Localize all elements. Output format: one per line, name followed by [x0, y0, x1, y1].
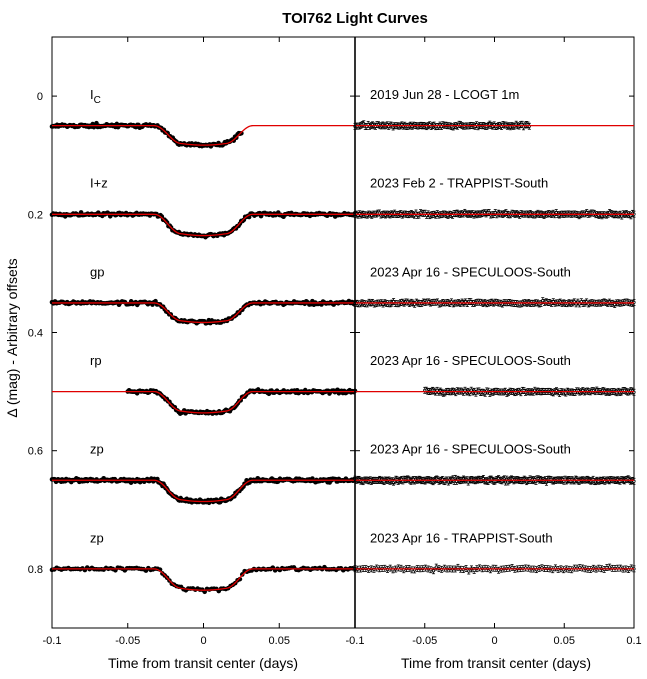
band-label-main: rp	[90, 353, 102, 368]
light-curve-series: IC	[49, 87, 355, 149]
residual-series: 2023 Apr 16 - SPECULOOS-South	[353, 442, 636, 486]
x-tick-label: 0.05	[554, 635, 575, 647]
band-label: zp	[90, 530, 104, 545]
x-axis-label-left: Time from transit center (days)	[108, 655, 298, 671]
model-curve	[52, 125, 355, 146]
residual-point	[467, 569, 471, 573]
band-label: IC	[90, 87, 101, 106]
observation-label: 2023 Apr 16 - SPECULOOS-South	[370, 264, 571, 279]
band-label-main: I+z	[90, 176, 108, 191]
residual-panel: -0.1 -0.05 0 0.05 0.1 2019 Jun 28 - LCOGT 1m 2…	[346, 36, 642, 647]
model-curve	[52, 390, 355, 414]
y-tick-label: 0	[37, 91, 43, 103]
residual-series: 2019 Jun 28 - LCOGT 1m	[353, 87, 634, 131]
light-curve-series: I+z	[49, 176, 358, 240]
band-label-main: gp	[90, 264, 104, 279]
light-curve-series: rp	[52, 353, 358, 416]
data-point	[239, 130, 244, 136]
band-label-sub: C	[94, 95, 101, 106]
residual-point	[541, 299, 545, 303]
y-tick-label: 0.4	[28, 328, 43, 340]
x-tick-label: -0.1	[346, 635, 365, 647]
x-tick-label: 0.05	[269, 635, 290, 647]
observation-label: 2019 Jun 28 - LCOGT 1m	[370, 87, 519, 102]
band-label-main: I	[90, 87, 94, 102]
model-curve	[52, 479, 355, 503]
residual-point	[431, 569, 436, 573]
y-tick-label: 0.2	[28, 209, 43, 221]
x-tick-label: -0.05	[412, 635, 437, 647]
band-label: rp	[90, 353, 102, 368]
data-point	[237, 576, 243, 582]
residual-point	[487, 210, 491, 215]
plot-area: -0.1 -0.05 0 0.05 0 0.2 0.4 0.6 0.8 IC I+z gp rp zp zp…	[28, 36, 642, 647]
observation-label: 2023 Apr 16 - TRAPPIST-South	[370, 530, 553, 545]
residual-series: 2023 Apr 16 - TRAPPIST-South	[353, 530, 636, 575]
light-curve-series: zp	[49, 442, 358, 506]
band-label: I+z	[90, 176, 108, 191]
chart-title: TOI762 Light Curves	[282, 10, 428, 27]
observation-label: 2023 Apr 16 - SPECULOOS-South	[370, 442, 571, 457]
residual-series: 2023 Apr 16 - SPECULOOS-South	[355, 353, 636, 397]
x-axis-label-right: Time from transit center (days)	[401, 655, 591, 671]
band-label: gp	[90, 264, 104, 279]
observation-label: 2023 Apr 16 - SPECULOOS-South	[370, 353, 571, 368]
y-tick-label: 0.6	[28, 446, 43, 458]
residual-series: 2023 Apr 16 - SPECULOOS-South	[353, 264, 636, 308]
light-curve-series: zp	[49, 530, 358, 595]
residual-point	[434, 565, 438, 569]
band-label-main: zp	[90, 442, 104, 457]
x-tick-label: 0.1	[626, 635, 641, 647]
observation-label: 2023 Feb 2 - TRAPPIST-South	[370, 176, 548, 191]
residual-point	[456, 565, 460, 569]
y-axis-label: Δ (mag) - Arbitrary offsets	[4, 258, 20, 417]
x-tick-label: -0.05	[115, 635, 140, 647]
residual-point	[472, 568, 476, 573]
light-curve-panel: -0.1 -0.05 0 0.05 0 0.2 0.4 0.6 0.8 IC I+z gp rp zp zp	[28, 36, 358, 647]
x-tick-label: -0.1	[43, 635, 62, 647]
model-curve	[52, 302, 355, 324]
x-tick-label: 0	[491, 635, 497, 647]
residual-point	[510, 565, 514, 569]
model-curve	[52, 213, 355, 237]
residual-series: 2023 Feb 2 - TRAPPIST-South	[353, 176, 636, 220]
band-label: zp	[90, 442, 104, 457]
y-tick-label: 0.8	[28, 564, 43, 576]
band-label-main: zp	[90, 530, 104, 545]
x-tick-label: 0	[200, 635, 206, 647]
light-curve-series: gp	[49, 264, 358, 326]
model-curve	[52, 568, 355, 591]
